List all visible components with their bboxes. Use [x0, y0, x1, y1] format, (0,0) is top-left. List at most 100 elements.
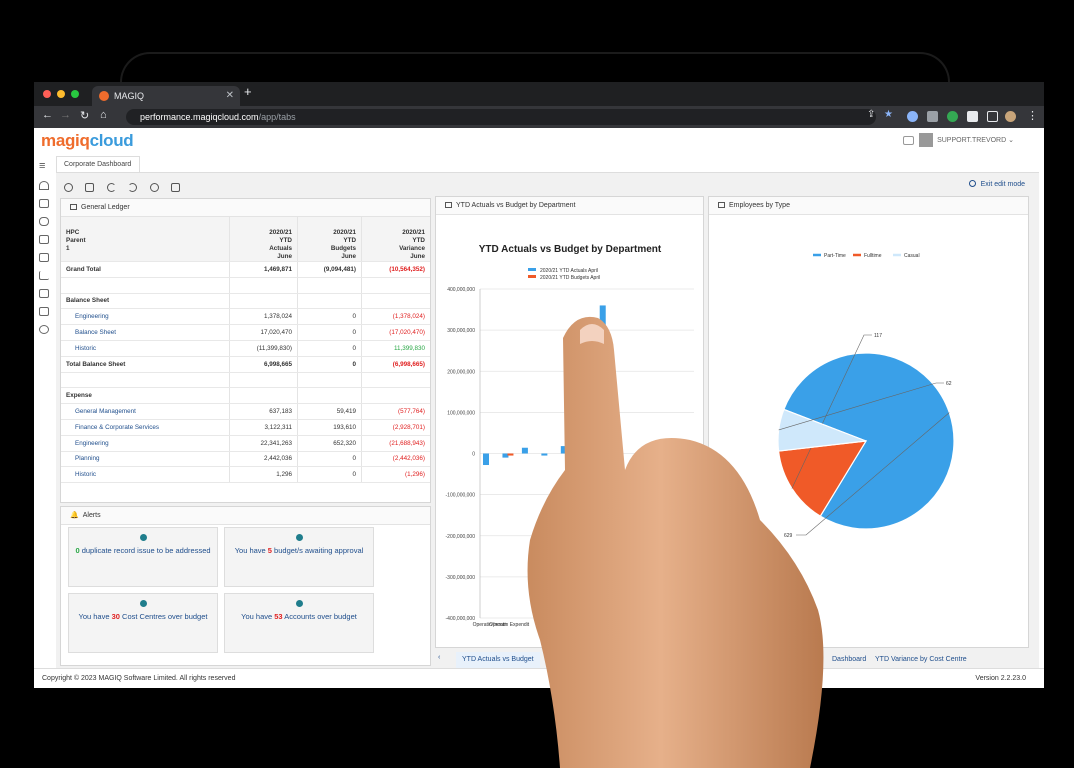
- ledger-row-label[interactable]: Historic: [61, 466, 229, 484]
- tab-corporate-dashboard[interactable]: Corporate Dashboard: [56, 156, 140, 172]
- report-icon[interactable]: [39, 253, 49, 262]
- bookmark-star-icon[interactable]: ★: [884, 109, 893, 120]
- alert-card[interactable]: 0 duplicate record issue to be addressed: [68, 527, 218, 587]
- extension-icon[interactable]: [907, 111, 918, 122]
- document-icon[interactable]: [39, 199, 49, 208]
- ledger-actuals-cell: [228, 372, 298, 389]
- browser-tab[interactable]: MAGIQ ✕: [92, 86, 240, 106]
- table-row: Total Balance Sheet 6,998,665 0 (6,998,665): [61, 356, 430, 373]
- table-row[interactable]: Planning 2,442,036 0 (2,442,036): [61, 451, 430, 468]
- new-tab-icon[interactable]: +: [244, 84, 252, 99]
- calendar-icon[interactable]: [39, 289, 49, 298]
- ledger-row-label[interactable]: Engineering: [61, 435, 229, 452]
- settings-icon[interactable]: [39, 325, 49, 334]
- y-tick-label: 200,000,000: [447, 369, 475, 375]
- user-menu[interactable]: SUPPORT.TREVORD ⌄: [919, 133, 1014, 149]
- maximize-window-icon[interactable]: [71, 90, 79, 98]
- ledger-row-label[interactable]: Planning: [61, 451, 229, 468]
- refresh-icon[interactable]: [128, 183, 138, 192]
- save-icon[interactable]: [85, 183, 95, 192]
- undo-icon[interactable]: [106, 183, 116, 192]
- table-row[interactable]: Historic 1,296 0 (1,296): [61, 466, 430, 484]
- ledger-column-header: Budgets: [330, 245, 357, 252]
- alert-text-post: Cost Centres over budget: [119, 612, 208, 621]
- table-icon: [70, 204, 77, 210]
- y-tick-label: 400,000,000: [447, 287, 475, 293]
- ledger-actuals-cell: (11,399,830): [228, 340, 298, 357]
- alert-count: 30: [111, 612, 120, 621]
- magiq-favicon-icon: [99, 91, 109, 101]
- gear-icon[interactable]: [64, 183, 73, 192]
- bar-chart: YTD Actuals vs Budget by Department 2020/…: [446, 244, 694, 628]
- grid-icon[interactable]: [171, 183, 181, 192]
- ledger-row-label: [61, 277, 229, 294]
- back-icon[interactable]: ←: [42, 109, 53, 121]
- forward-icon[interactable]: →: [60, 109, 71, 121]
- close-tab-icon[interactable]: ✕: [225, 90, 234, 101]
- general-ledger-table: HPC Parent 1 2020/21 YTD Actuals June 2020/21 YT…: [61, 217, 430, 484]
- alert-card[interactable]: You have 5 budget/s awaiting approval: [224, 527, 374, 587]
- ledger-variance-cell: (17,020,470): [361, 324, 430, 341]
- minimize-window-icon[interactable]: [57, 90, 65, 98]
- ledger-column-header: June: [277, 253, 292, 260]
- table-row[interactable]: Engineering 22,341,263 652,320 (21,688,943): [61, 435, 430, 452]
- legend-entry: Part-Time: [824, 253, 846, 259]
- dashboard-icon[interactable]: [39, 181, 49, 190]
- ledger-row-label[interactable]: Engineering: [61, 308, 229, 326]
- browser-window: MAGIQ ✕ + ← → ↻ ⌂ performance.magiqcloud…: [34, 82, 1044, 688]
- pie-chart-panel-title: Employees by Type: [729, 202, 790, 209]
- magiqcloud-logo[interactable]: magiqcloud: [41, 131, 134, 151]
- ledger-column-header: YTD: [412, 237, 425, 244]
- bar: [560, 446, 567, 454]
- alert-text-post: Accounts over budget: [282, 612, 357, 621]
- table-row[interactable]: Finance & Corporate Services 3,122,311 193…: [61, 419, 430, 436]
- url-input[interactable]: performance.magiqcloud.com/app/tabs: [126, 109, 876, 125]
- profile-avatar[interactable]: [1005, 111, 1016, 122]
- database-icon[interactable]: [39, 217, 49, 226]
- hierarchy-icon[interactable]: [39, 307, 49, 316]
- home-icon[interactable]: ⌂: [100, 109, 107, 121]
- ledger-row-label[interactable]: Balance Sheet: [61, 324, 229, 341]
- alert-card[interactable]: You have 30 Cost Centres over budget: [68, 593, 218, 653]
- hamburger-menu-icon[interactable]: ≡: [39, 160, 46, 172]
- table-row[interactable]: Historic (11,399,830) 0 11,399,830: [61, 340, 430, 357]
- ledger-actuals-cell: 1,469,871: [228, 261, 298, 278]
- puzzle-icon[interactable]: [967, 111, 978, 122]
- ledger-budgets-cell: 0: [296, 466, 362, 484]
- chevron-left-icon[interactable]: ‹: [438, 654, 441, 661]
- expand-icon[interactable]: [927, 111, 938, 122]
- bar-chart-panel: YTD Actuals vs Budget by Department YTD …: [435, 196, 704, 648]
- table-row[interactable]: General Management 637,183 59,419 (577,764): [61, 403, 430, 420]
- ledger-actuals-cell: [228, 277, 298, 294]
- pie-leader-line: [778, 382, 944, 431]
- close-window-icon[interactable]: [43, 90, 51, 98]
- ledger-column-header: 2020/21: [333, 229, 357, 236]
- ledger-row-label: [61, 372, 229, 389]
- ledger-row-label[interactable]: General Management: [61, 403, 229, 420]
- tab-dashboard[interactable]: Dashboard: [832, 656, 867, 663]
- chat-icon[interactable]: [903, 136, 914, 145]
- edit-icon[interactable]: [39, 235, 49, 244]
- line-chart-icon[interactable]: [39, 271, 49, 280]
- power-icon: [968, 180, 976, 187]
- ledger-column-header: YTD: [279, 237, 292, 244]
- browser-menu-icon[interactable]: ⋮: [1027, 110, 1038, 122]
- grammarly-icon[interactable]: [947, 111, 958, 122]
- exit-edit-mode-button[interactable]: Exit edit mode: [968, 180, 1025, 188]
- share-icon[interactable]: ⇪: [867, 109, 876, 120]
- table-row[interactable]: Balance Sheet 17,020,470 0 (17,020,470): [61, 324, 430, 341]
- sidepanel-icon[interactable]: [987, 111, 998, 122]
- tab-ytd-variance-by-cost-centre[interactable]: YTD Variance by Cost Centre: [875, 656, 967, 663]
- info-icon: [296, 600, 303, 607]
- ledger-row-label[interactable]: Historic: [61, 340, 229, 357]
- ledger-actuals-cell: 2,442,036: [228, 451, 298, 468]
- dashboard-content: Exit edit mode General Ledger HPC Parent 1…: [56, 172, 1039, 668]
- alert-card[interactable]: You have 53 Accounts over budget: [224, 593, 374, 653]
- clock-icon[interactable]: [149, 183, 159, 192]
- ledger-actuals-cell: 6,998,665: [228, 356, 298, 373]
- ledger-row-label[interactable]: Finance & Corporate Services: [61, 419, 229, 436]
- tab-ytd-actuals-vs-budget[interactable]: YTD Actuals vs Budget: [456, 652, 540, 668]
- bell-icon: 🔔: [70, 512, 79, 519]
- table-row[interactable]: Engineering 1,378,024 0 (1,378,024): [61, 308, 430, 326]
- reload-icon[interactable]: ↻: [80, 110, 90, 122]
